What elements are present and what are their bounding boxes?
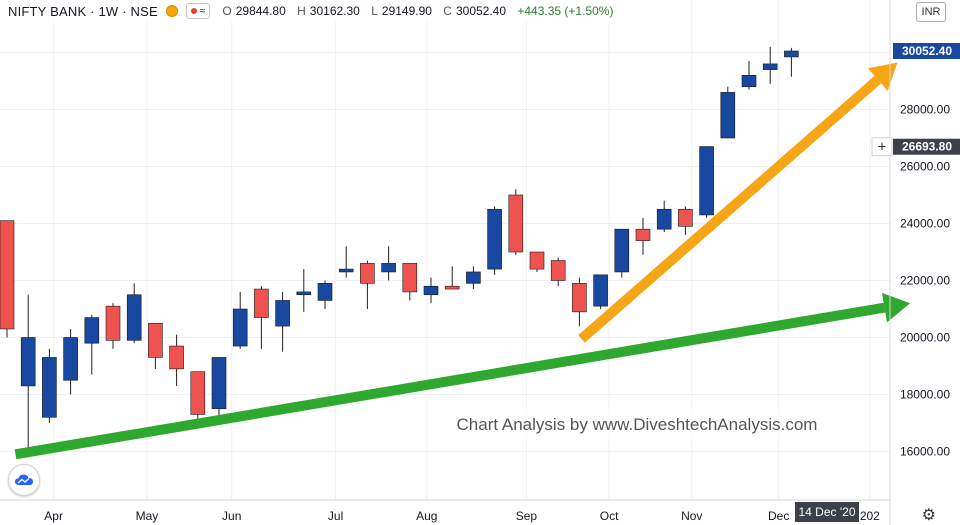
candle-body: [635, 228, 651, 241]
candle-body: [254, 288, 269, 318]
gear-icon[interactable]: ⚙: [921, 507, 936, 524]
high-label: H: [297, 4, 306, 18]
open-label: O: [222, 4, 232, 18]
x-tick-label: Apr: [44, 509, 63, 523]
green-trend-arrow-head: [881, 292, 911, 323]
x-tick-label: Jul: [328, 509, 343, 523]
high-value: 30162.30: [309, 4, 360, 18]
candle-body: [211, 357, 227, 410]
close-label: C: [443, 4, 452, 18]
chart-legend: NIFTY BANK · 1W · NSE ≈ O 29844.80 H 30162…: [0, 0, 618, 22]
tradingview-logo[interactable]: [8, 464, 40, 496]
candle-body: [63, 337, 78, 381]
candle-body: [444, 285, 460, 290]
candle-body: [784, 50, 799, 58]
open-value: 29844.80: [235, 4, 286, 18]
candle-body: [529, 251, 545, 270]
candle-body: [508, 194, 524, 253]
candle-body: [487, 208, 502, 270]
crosshair-price-badge: [893, 138, 960, 155]
candle-body: [593, 274, 608, 307]
indicator-toggle[interactable]: ≈: [185, 3, 211, 19]
x-tick-label: Aug: [416, 509, 437, 523]
y-tick-label: 18000.00: [900, 388, 950, 402]
candle-body: [720, 92, 736, 139]
x-tick-label: May: [136, 509, 159, 523]
close-value: 30052.40: [455, 4, 507, 18]
candle-body: [338, 268, 354, 273]
date-badge: [795, 502, 859, 522]
plus-icon[interactable]: +: [878, 139, 887, 156]
candle-body: [678, 208, 693, 227]
candle-body: [614, 228, 630, 273]
x-tick-label: 202: [860, 509, 880, 523]
low-value: 29149.90: [381, 4, 432, 18]
pill-label: ≈: [199, 5, 206, 17]
candle-body: [275, 300, 290, 327]
candle-body: [572, 283, 587, 313]
candle-body: [126, 294, 142, 341]
date-badge-label: 14 Dec '20: [799, 505, 856, 519]
candle-body: [190, 371, 206, 415]
crosshair-price-label: 26693.80: [902, 140, 952, 154]
last-price-label: 30052.40: [902, 44, 952, 58]
candle-body: [148, 322, 163, 358]
candle-body: [0, 220, 15, 330]
candle-body: [762, 63, 778, 70]
symbol-label[interactable]: NIFTY BANK · 1W · NSE: [8, 3, 158, 19]
x-tick-label: Nov: [681, 509, 702, 523]
candle-body: [381, 263, 396, 273]
y-tick-label: 20000.00: [900, 331, 950, 345]
candle-body: [42, 357, 57, 418]
candle-body: [699, 146, 714, 216]
cloud-icon: [15, 474, 33, 485]
ohlc-readout: O 29844.80 H 30162.30 L 29149.90 C 30052.40 …: [222, 4, 617, 18]
y-tick-label: 26000.00: [900, 160, 950, 174]
watermark-text: Chart Analysis by www.DiveshtechAnalysis…: [457, 415, 818, 434]
candle-body: [296, 291, 312, 296]
candle-body: [360, 263, 375, 284]
candle-body: [232, 308, 248, 347]
candle-body: [20, 337, 36, 387]
x-tick-label: Sep: [516, 509, 538, 523]
green-trend-arrow-shaft: [14, 302, 886, 460]
last-price-badge: [893, 43, 960, 60]
eye-icon: [190, 8, 197, 14]
candle-body: [550, 260, 566, 281]
low-label: L: [371, 4, 378, 18]
x-tick-label: Jun: [222, 509, 241, 523]
y-tick-label: 22000.00: [900, 274, 950, 288]
market-status-icon: [165, 5, 178, 17]
x-tick-label: Oct: [600, 509, 619, 523]
change-value: +443.35 (+1.50%): [517, 4, 614, 18]
candle-body: [84, 317, 100, 344]
candle-body: [423, 285, 439, 296]
candle-body: [741, 75, 757, 88]
candle-body: [402, 263, 418, 293]
crosshair-add-button[interactable]: [871, 137, 893, 157]
candle-body: [656, 208, 672, 230]
candle-body: [466, 271, 481, 284]
candle-body: [317, 283, 333, 301]
candle-body: [105, 305, 121, 341]
y-tick-label: 24000.00: [900, 217, 950, 231]
y-tick-label: 28000.00: [900, 103, 950, 117]
orange-trend-arrow-shaft: [578, 75, 882, 343]
y-tick-label: 16000.00: [900, 445, 950, 459]
candle-body: [169, 345, 184, 370]
watermark-box: [430, 408, 850, 440]
x-tick-label: Dec: [768, 509, 789, 523]
currency-button[interactable]: INR: [916, 2, 946, 22]
